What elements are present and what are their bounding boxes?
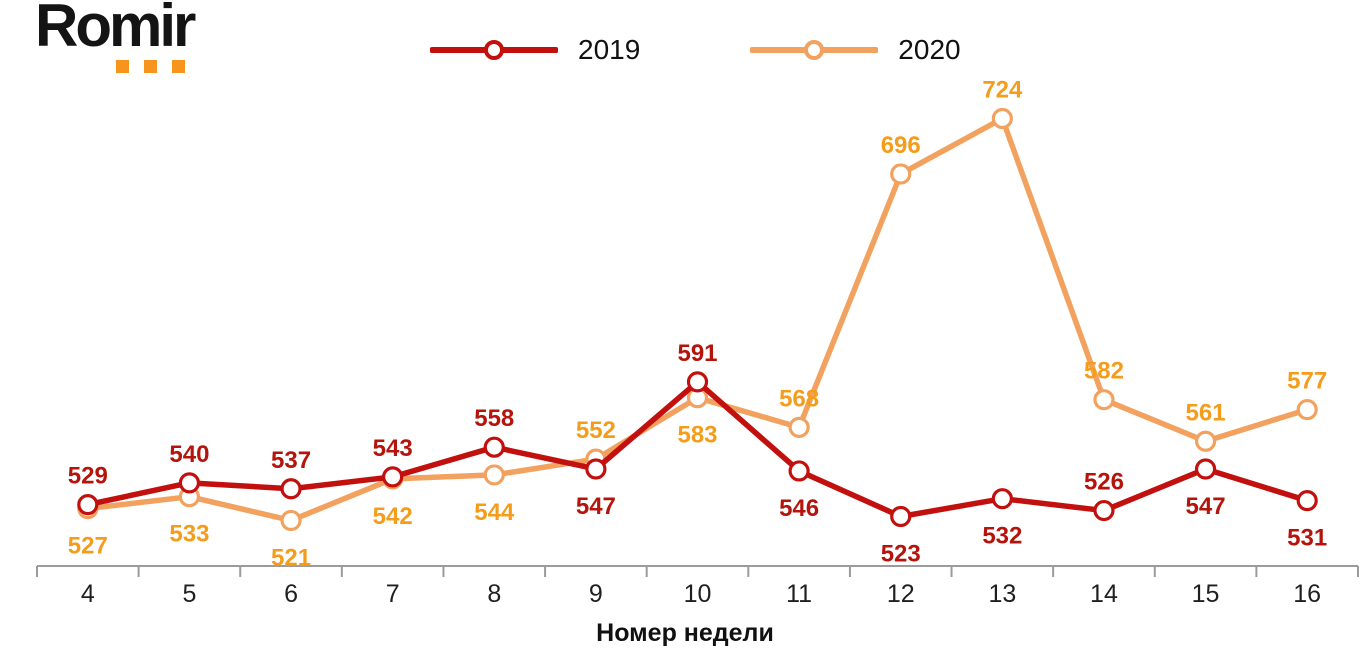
data-point (1093, 389, 1115, 411)
romir-logo: Romir (35, 0, 196, 73)
x-tick-label: 9 (589, 580, 603, 608)
data-label: 527 (68, 533, 108, 560)
data-label: 568 (779, 385, 819, 412)
data-label: 542 (373, 503, 413, 530)
legend-line-sample (750, 40, 879, 60)
data-label: 529 (68, 463, 108, 490)
logo-dot (116, 60, 129, 73)
romir-logo-dots (116, 60, 185, 73)
series-2019 (77, 371, 1318, 528)
data-point (686, 371, 709, 393)
data-label: 577 (1287, 368, 1327, 395)
x-tick-label: 14 (1090, 580, 1118, 608)
data-label: 558 (474, 405, 514, 432)
chart-legend: 2019 2020 (430, 36, 961, 64)
data-point (890, 163, 912, 185)
legend-marker-icon (484, 40, 504, 60)
data-point (991, 488, 1013, 510)
data-point (178, 472, 201, 494)
legend-label-2019: 2019 (578, 34, 641, 65)
data-label: 544 (474, 499, 515, 526)
logo-dot (144, 60, 157, 73)
data-label: 546 (779, 495, 819, 522)
data-label: 591 (677, 340, 717, 367)
data-point (483, 436, 505, 458)
data-label: 583 (677, 422, 717, 449)
legend-line-sample (430, 40, 558, 60)
data-point (788, 416, 810, 438)
data-label: 532 (982, 523, 1022, 550)
data-point (280, 478, 302, 500)
data-point (890, 505, 912, 528)
data-label: 547 (1186, 493, 1226, 520)
romir-logo-text: Romir (35, 0, 196, 59)
data-label: 526 (1084, 469, 1124, 496)
x-tick-label: 4 (81, 580, 95, 608)
data-label: 537 (271, 447, 311, 474)
series-labels-2020: 527 533 521 542 544 552 583 568 696 724 582 561 577 (68, 77, 1327, 572)
data-point (788, 460, 810, 482)
legend-label-2020: 2020 (898, 34, 961, 65)
data-label: 552 (576, 417, 616, 444)
series-2020 (77, 107, 1318, 532)
data-point (77, 494, 99, 516)
data-label: 547 (576, 493, 616, 520)
x-tick-label: 6 (284, 580, 298, 608)
x-tick-label: 7 (386, 580, 400, 608)
data-label: 523 (881, 541, 921, 568)
data-label: 540 (169, 441, 209, 468)
legend-marker-icon (804, 40, 825, 60)
data-label: 561 (1186, 399, 1226, 426)
data-point (1093, 499, 1115, 522)
data-label: 531 (1287, 525, 1327, 552)
legend-item-2020: 2020 (750, 34, 961, 65)
data-point (1194, 458, 1217, 480)
x-tick-label: 8 (487, 580, 501, 608)
x-tick-label: 16 (1293, 580, 1321, 608)
data-label: 582 (1084, 358, 1124, 385)
data-label: 521 (271, 544, 311, 571)
x-tick-label: 5 (182, 580, 196, 608)
x-tick-label: 11 (786, 580, 812, 608)
data-point (1194, 430, 1217, 452)
data-point (991, 107, 1013, 130)
series-labels-2019: 529 540 537 543 558 547 591 546 523 532 526 547 531 (68, 340, 1327, 568)
x-axis-title: Номер недели (596, 619, 774, 647)
logo-dot (172, 60, 185, 73)
data-label: 724 (982, 77, 1023, 104)
data-label: 696 (881, 132, 921, 159)
data-point (280, 509, 302, 532)
data-point (382, 466, 404, 488)
data-point (483, 464, 505, 486)
legend-item-2019: 2019 (430, 36, 640, 64)
data-label: 533 (169, 521, 209, 548)
data-label: 543 (373, 435, 413, 462)
line-chart: 4 5 6 7 8 9 10 11 12 13 14 15 16 527 533 521 542 544 552 58… (36, 77, 1359, 608)
x-tick-label: 12 (887, 580, 915, 608)
data-point (585, 458, 607, 480)
data-point (1296, 398, 1318, 421)
x-tick-label: 13 (988, 580, 1016, 608)
data-point (1296, 490, 1318, 512)
x-tick-label: 15 (1192, 580, 1220, 608)
x-tick-label: 10 (684, 580, 712, 608)
